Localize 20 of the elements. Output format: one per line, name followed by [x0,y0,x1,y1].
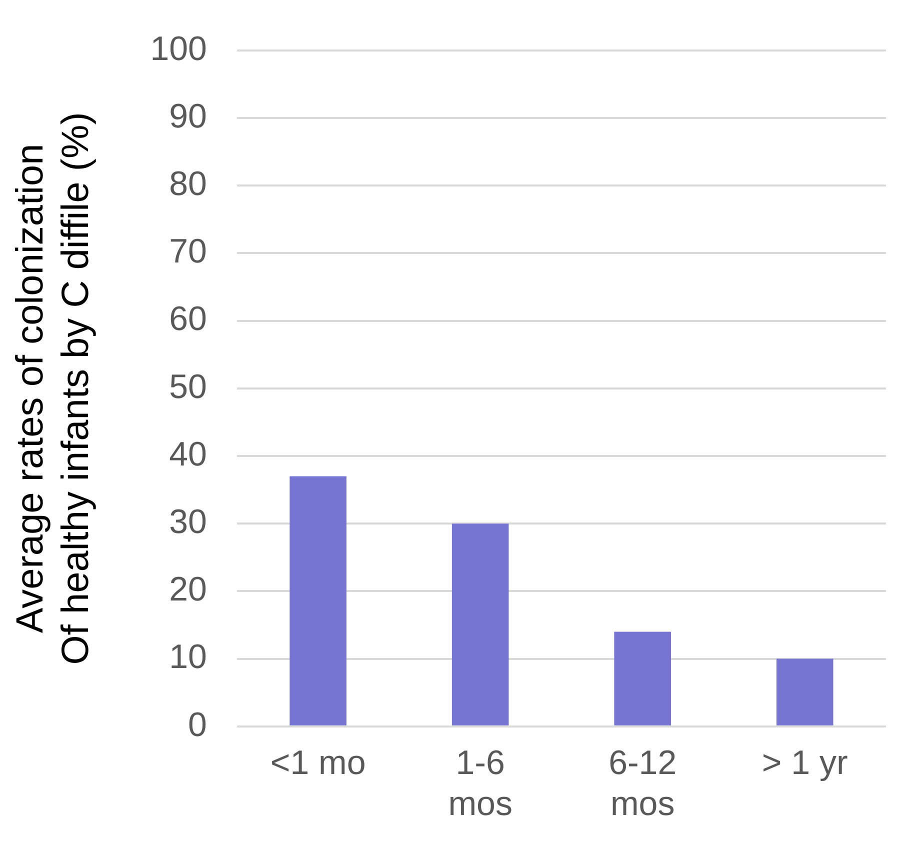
x-tick-label: 6-12 mos [608,744,677,823]
bar [452,524,509,726]
y-tick-label: 100 [150,30,207,68]
x-tick-label: <1 mo [270,744,366,782]
y-tick-label: 10 [169,638,207,676]
y-tick-label: 0 [188,706,207,744]
x-tick-label: 1-6 mos [448,744,512,823]
y-tick-label: 90 [169,97,207,136]
y-tick-label: 30 [169,502,207,541]
x-tick-label: > 1 yr [762,744,848,782]
bar [614,632,671,726]
y-tick-label: 70 [169,232,207,271]
y-tick-label: 50 [169,368,207,406]
bar [290,476,346,726]
y-axis-title: Average rates of colonization Of healthy infants by C diffile (%) [9,112,97,665]
bar [776,658,834,726]
y-tick-label: 60 [169,300,207,338]
y-tick-label: 80 [169,164,207,203]
y-tick-label: 40 [169,435,207,474]
y-tick-label: 20 [169,570,207,609]
